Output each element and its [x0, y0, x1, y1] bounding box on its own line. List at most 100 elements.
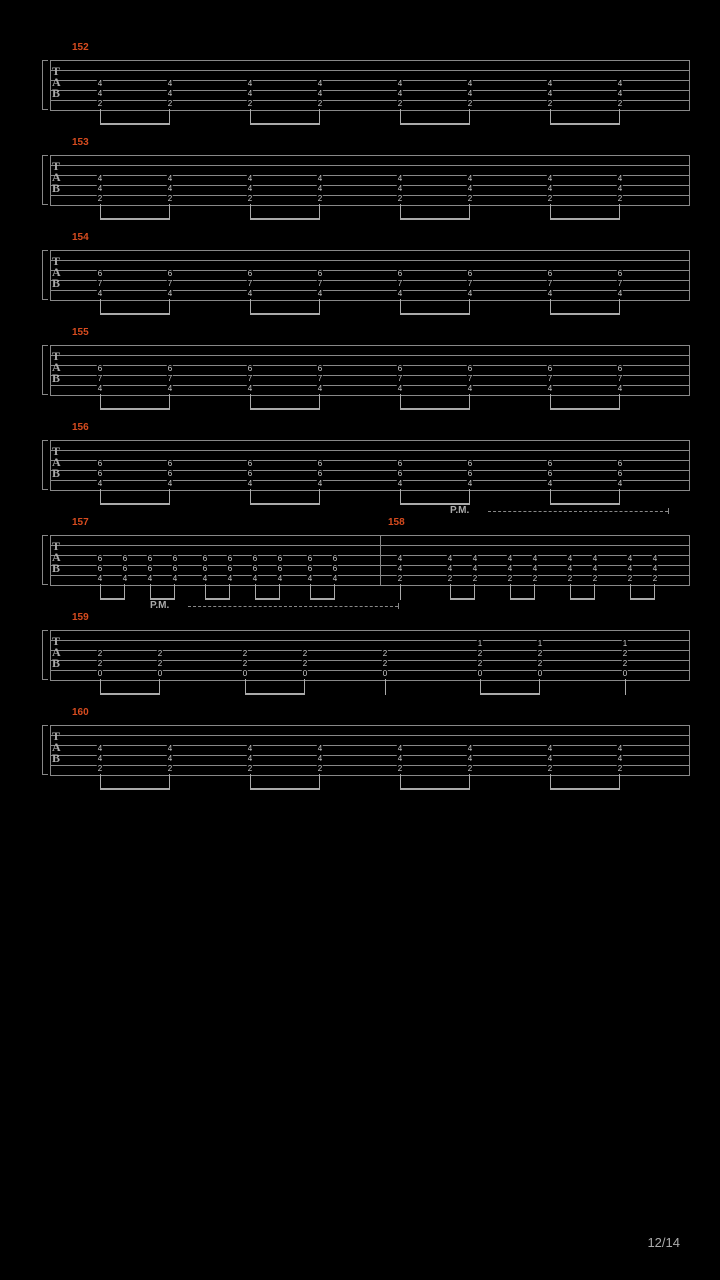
tab-chord: 220	[242, 649, 248, 679]
tab-measure: 156TAB664664664664664664664664	[50, 440, 690, 490]
tab-chord: 674	[397, 269, 403, 299]
tab-measure: 157158P.M.TAB664664664664664664664664664…	[50, 535, 690, 585]
measure-number: 152	[72, 42, 89, 53]
tab-clef: TAB	[52, 446, 61, 479]
tab-clef: TAB	[52, 256, 61, 289]
tab-chord: 1220	[537, 639, 543, 679]
tab-chord: 664	[97, 459, 103, 489]
tab-chord: 442	[532, 554, 538, 584]
tab-chord: 1220	[622, 639, 628, 679]
measure-number: 157	[72, 517, 89, 528]
tab-chord: 664	[252, 554, 258, 584]
tab-chord: 1220	[477, 639, 483, 679]
tab-chord: 664	[277, 554, 283, 584]
tab-chord: 674	[317, 269, 323, 299]
tab-chord: 220	[302, 649, 308, 679]
measure-number: 154	[72, 232, 89, 243]
tab-chord: 664	[167, 459, 173, 489]
tab-chord: 664	[147, 554, 153, 584]
tab-chord: 664	[202, 554, 208, 584]
tab-clef: TAB	[52, 636, 61, 669]
tab-chord: 442	[472, 554, 478, 584]
tab-chord: 664	[467, 459, 473, 489]
measure-number: 160	[72, 707, 89, 718]
tab-chord: 664	[307, 554, 313, 584]
tab-chord: 442	[567, 554, 573, 584]
tab-clef: TAB	[52, 731, 61, 764]
tab-chord: 674	[397, 364, 403, 394]
tab-chord: 442	[397, 174, 403, 204]
palm-mute-label: P.M.	[150, 600, 169, 611]
tab-measure: 159P.M.TAB220220220220220122012201220	[50, 630, 690, 680]
tab-chord: 442	[397, 79, 403, 109]
tab-chord: 442	[467, 174, 473, 204]
tab-chord: 442	[467, 744, 473, 774]
tab-chord: 664	[172, 554, 178, 584]
tab-chord: 442	[317, 79, 323, 109]
tab-clef: TAB	[52, 161, 61, 194]
tab-chord: 664	[617, 459, 623, 489]
tab-chord: 674	[617, 269, 623, 299]
tab-chord: 442	[617, 174, 623, 204]
tab-measure: 160TAB442442442442442442442442	[50, 725, 690, 775]
tab-chord: 664	[397, 459, 403, 489]
tab-measure: 153TAB442442442442442442442442	[50, 155, 690, 205]
tab-chord: 442	[247, 174, 253, 204]
tab-chord: 664	[122, 554, 128, 584]
tab-chord: 674	[97, 269, 103, 299]
tab-chord: 442	[167, 79, 173, 109]
tab-chord: 674	[247, 269, 253, 299]
tab-chord: 220	[97, 649, 103, 679]
tab-chord: 442	[627, 554, 633, 584]
tab-chord: 442	[97, 79, 103, 109]
tab-chord: 442	[547, 79, 553, 109]
tab-chord: 442	[97, 174, 103, 204]
page-number: 12/14	[647, 1235, 680, 1250]
tab-chord: 442	[592, 554, 598, 584]
tab-chord: 442	[467, 79, 473, 109]
tab-chord: 674	[547, 269, 553, 299]
tab-chord: 674	[467, 269, 473, 299]
measure-number: 156	[72, 422, 89, 433]
measure-number: 159	[72, 612, 89, 623]
tab-chord: 674	[317, 364, 323, 394]
tab-chord: 220	[382, 649, 388, 679]
tab-chord: 442	[247, 79, 253, 109]
tab-chord: 674	[167, 364, 173, 394]
tab-chord: 442	[97, 744, 103, 774]
tab-chord: 674	[167, 269, 173, 299]
tab-chord: 220	[157, 649, 163, 679]
tab-chord: 442	[507, 554, 513, 584]
tab-chord: 442	[167, 174, 173, 204]
tab-chord: 442	[447, 554, 453, 584]
tab-clef: TAB	[52, 351, 61, 384]
tab-chord: 664	[97, 554, 103, 584]
measure-number: 153	[72, 137, 89, 148]
tab-clef: TAB	[52, 541, 61, 574]
tab-chord: 674	[467, 364, 473, 394]
tab-chord: 442	[317, 744, 323, 774]
tab-chord: 442	[617, 744, 623, 774]
tab-chord: 442	[247, 744, 253, 774]
tab-measure: 155TAB674674674674674674674674	[50, 345, 690, 395]
tab-chord: 674	[97, 364, 103, 394]
tab-chord: 442	[317, 174, 323, 204]
tab-chord: 442	[547, 174, 553, 204]
tab-chord: 664	[547, 459, 553, 489]
palm-mute-label: P.M.	[450, 505, 469, 516]
tab-chord: 674	[247, 364, 253, 394]
tab-chord: 674	[617, 364, 623, 394]
tab-chord: 664	[227, 554, 233, 584]
tab-chord: 442	[617, 79, 623, 109]
measure-number: 155	[72, 327, 89, 338]
tab-clef: TAB	[52, 66, 61, 99]
tab-measure: 154TAB674674674674674674674674	[50, 250, 690, 300]
tab-chord: 664	[247, 459, 253, 489]
tab-measure: 152TAB442442442442442442442442	[50, 60, 690, 110]
tab-chord: 442	[167, 744, 173, 774]
tab-chord: 442	[397, 744, 403, 774]
tab-chord: 442	[397, 554, 403, 584]
tab-chord: 442	[652, 554, 658, 584]
tab-chord: 664	[332, 554, 338, 584]
tab-chord: 664	[317, 459, 323, 489]
